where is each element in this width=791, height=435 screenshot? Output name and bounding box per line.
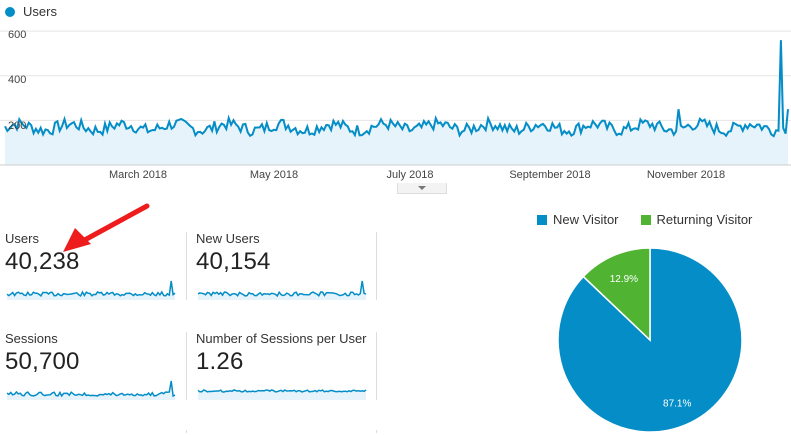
y-tick-label: 400 bbox=[8, 74, 26, 86]
metric-sessions[interactable]: Sessions 50,700 bbox=[5, 331, 177, 400]
metric-value: 40,238 bbox=[5, 248, 80, 275]
divider bbox=[186, 332, 187, 400]
divider bbox=[376, 332, 377, 400]
x-tick-label: September 2018 bbox=[509, 169, 590, 181]
sparkline bbox=[6, 280, 176, 300]
sparkline-line bbox=[6, 280, 176, 298]
sparkline-line bbox=[197, 280, 367, 298]
users-area bbox=[5, 40, 788, 165]
metric-value: 1.26 bbox=[196, 348, 244, 375]
divider bbox=[376, 232, 377, 300]
sparkline-line bbox=[6, 380, 176, 398]
sparkline-area bbox=[7, 281, 175, 300]
x-tick-label: May 2018 bbox=[250, 169, 298, 181]
x-tick-label: March 2018 bbox=[109, 169, 167, 181]
series-color-dot bbox=[5, 6, 15, 17]
metric-users[interactable]: Users 40,238 bbox=[5, 231, 177, 300]
pie-legend-new-visitor[interactable]: New Visitor bbox=[537, 212, 619, 227]
pie-slice-returning-visitor bbox=[582, 247, 651, 342]
chart-legend[interactable]: Users bbox=[5, 4, 57, 19]
pie-label-returning-visitor: 12.9% bbox=[610, 274, 638, 285]
metric-label: Sessions bbox=[5, 331, 58, 346]
sparkline bbox=[197, 389, 367, 400]
legend-label: Returning Visitor bbox=[656, 212, 753, 227]
red-arrow-icon bbox=[63, 203, 150, 252]
users-line bbox=[4, 40, 789, 138]
metric-value: 50,700 bbox=[5, 348, 80, 375]
pie-label-new-visitor: 87.1% bbox=[663, 398, 691, 409]
sparkline bbox=[197, 280, 367, 300]
x-tick-label: July 2018 bbox=[386, 169, 433, 181]
sparkline bbox=[6, 380, 176, 400]
legend-swatch bbox=[537, 214, 547, 225]
x-tick-label: November 2018 bbox=[647, 169, 725, 181]
sparkline-area bbox=[198, 281, 366, 300]
divider bbox=[376, 430, 377, 433]
pie-legend-returning-visitor[interactable]: Returning Visitor bbox=[640, 212, 753, 227]
metric-new-users[interactable]: New Users 40,154 bbox=[196, 231, 368, 300]
divider bbox=[186, 232, 187, 300]
legend-label: Users bbox=[23, 4, 57, 19]
sparkline-area bbox=[198, 390, 366, 400]
sparkline-line bbox=[197, 389, 367, 393]
metric-sessions-per-user[interactable]: Number of Sessions per User 1.26 bbox=[196, 331, 376, 400]
chart-collapse-handle[interactable] bbox=[397, 183, 447, 194]
y-tick-label: 200 bbox=[8, 120, 26, 132]
legend-label: New Visitor bbox=[553, 212, 619, 227]
metric-label: New Users bbox=[196, 231, 260, 246]
metric-value: 40,154 bbox=[196, 248, 271, 275]
legend-swatch bbox=[640, 214, 651, 225]
divider bbox=[186, 430, 187, 433]
y-tick-label: 600 bbox=[8, 29, 26, 41]
users-line-chart[interactable]: 600 400 200 March 2018 May 2018 July 201… bbox=[0, 20, 791, 190]
pie-legend[interactable]: New Visitor Returning Visitor bbox=[537, 212, 752, 227]
sparkline-area bbox=[7, 381, 175, 400]
chevron-down-icon bbox=[418, 186, 426, 190]
metric-label: Users bbox=[5, 231, 39, 246]
visitor-pie-chart[interactable]: 87.1% 12.9% bbox=[550, 245, 750, 435]
metric-label: Number of Sessions per User bbox=[196, 331, 367, 346]
